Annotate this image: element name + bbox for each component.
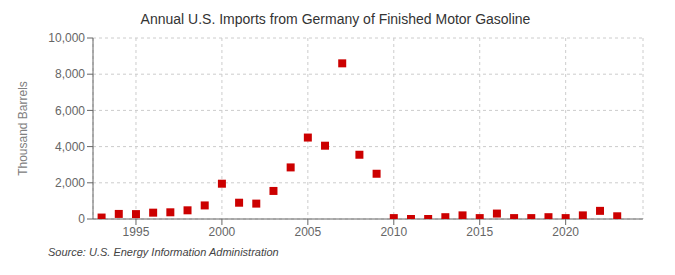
html-text:Annual U.S. Imports from Germa: Annual U.S. Imports from Germany of Fini… xyxy=(140,11,531,27)
svg-text:8,000: 8,000 xyxy=(55,67,85,81)
svg-text:2010: 2010 xyxy=(380,225,407,239)
svg-text:Thousand Barrels: Thousand Barrels xyxy=(16,81,30,176)
svg-text:2000: 2000 xyxy=(209,225,236,239)
svg-text:2015: 2015 xyxy=(466,225,493,239)
svg-text:1995: 1995 xyxy=(123,225,150,239)
svg-text:0: 0 xyxy=(78,212,85,226)
html-text:Source: U.S. Energy Informatio: Source: U.S. Energy Information Administ… xyxy=(48,246,279,258)
svg-text:2020: 2020 xyxy=(552,225,579,239)
svg-text:4,000: 4,000 xyxy=(55,140,85,154)
svg-text:10,000: 10,000 xyxy=(48,31,85,45)
svg-text:6,000: 6,000 xyxy=(55,104,85,118)
svg-text:2,000: 2,000 xyxy=(55,176,85,190)
svg-text:2005: 2005 xyxy=(294,225,321,239)
